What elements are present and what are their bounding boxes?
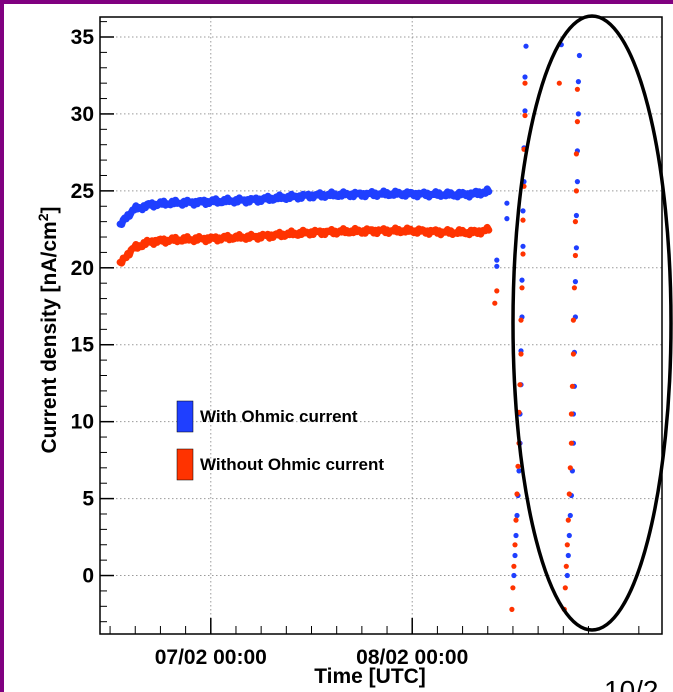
- data-point: [514, 491, 520, 497]
- data-point: [513, 532, 519, 539]
- data-point: [574, 179, 581, 185]
- highlight-ellipse: [511, 14, 673, 632]
- y-axis-title-base: Current density [nA/cm: [38, 221, 61, 453]
- data-point: [576, 52, 583, 59]
- data-point: [522, 108, 528, 114]
- data-point: [511, 572, 517, 579]
- data-point: [515, 463, 521, 469]
- data-series: [116, 42, 583, 613]
- y-tick-label: 5: [82, 488, 94, 511]
- data-point: [512, 542, 518, 548]
- legend-swatch-without-ohmic: [176, 448, 194, 481]
- page-number: 10/2: [604, 675, 659, 692]
- data-point: [520, 243, 526, 249]
- plot-area: [99, 16, 663, 635]
- data-point: [573, 212, 580, 219]
- y-axis: 0 5 10 15 20 25 30 35: [71, 21, 114, 623]
- data-point: [567, 465, 573, 471]
- y-axis-title: Current density [nA/cm2]: [35, 207, 61, 454]
- x-axis-title: Time [UTC]: [314, 665, 426, 688]
- data-point: [572, 219, 579, 225]
- legend-label-without-ohmic: Without Ohmic current: [200, 455, 384, 474]
- y-tick-label: 0: [82, 565, 94, 588]
- data-point: [519, 277, 525, 283]
- x-axis: 07/02 00:00 08/02 00:00: [109, 618, 640, 669]
- y-tick-label: 10: [71, 411, 94, 434]
- data-point: [494, 257, 500, 263]
- y-axis-title-superscript: 2: [35, 213, 51, 221]
- data-point: [574, 119, 581, 125]
- data-point: [573, 245, 580, 251]
- data-point: [522, 80, 528, 86]
- y-tick-label: 30: [71, 103, 94, 126]
- data-point: [519, 285, 525, 291]
- y-tick-label: 15: [71, 334, 95, 357]
- data-point: [562, 585, 568, 591]
- data-point: [570, 317, 577, 323]
- data-point: [565, 517, 571, 523]
- data-point: [494, 263, 500, 269]
- data-point: [523, 43, 529, 49]
- data-point: [574, 86, 581, 92]
- data-point: [492, 300, 498, 306]
- data-point: [575, 111, 582, 117]
- data-point: [568, 440, 575, 446]
- legend-label-with-ohmic: With Ohmic current: [200, 407, 358, 426]
- data-point: [572, 279, 579, 285]
- data-point: [511, 563, 517, 569]
- data-point: [569, 383, 576, 389]
- y-tick-label: 35: [71, 26, 95, 49]
- data-point: [494, 288, 500, 294]
- data-point: [516, 468, 522, 474]
- y-tick-label: 20: [71, 257, 94, 280]
- data-point: [565, 552, 571, 559]
- data-point: [563, 563, 569, 569]
- data-point: [572, 252, 579, 259]
- data-point: [517, 382, 523, 388]
- data-point: [573, 188, 580, 194]
- data-point: [518, 317, 524, 323]
- data-point: [520, 217, 526, 223]
- data-point: [570, 351, 577, 357]
- data-point: [567, 512, 573, 519]
- data-point: [568, 411, 575, 417]
- y-axis-title-close: ]: [38, 207, 61, 214]
- data-point: [512, 552, 518, 559]
- data-point: [520, 208, 526, 214]
- grid-lines: [100, 17, 662, 634]
- data-point: [510, 585, 516, 591]
- x-tick-label: 08/02 00:00: [356, 646, 468, 669]
- data-point: [566, 532, 572, 539]
- data-point: [522, 112, 528, 119]
- series-line: [116, 185, 493, 228]
- data-point: [522, 74, 528, 80]
- data-point: [564, 572, 570, 579]
- data-point: [504, 200, 510, 206]
- data-point: [564, 542, 570, 548]
- data-point: [504, 216, 510, 222]
- data-point: [571, 285, 578, 291]
- data-point: [518, 351, 524, 357]
- legend: With Ohmic current Without Ohmic current: [176, 400, 384, 481]
- x-tick-label: 07/02 00:00: [155, 646, 267, 669]
- data-point: [573, 151, 580, 157]
- data-point: [566, 491, 572, 497]
- legend-swatch-with-ohmic: [176, 400, 194, 433]
- data-point: [513, 517, 519, 523]
- data-point: [520, 251, 526, 257]
- series-without_ohmic: [116, 80, 581, 613]
- data-point: [575, 79, 582, 85]
- data-point: [509, 606, 515, 613]
- series-line: [116, 223, 493, 267]
- y-tick-label: 25: [71, 180, 95, 203]
- data-point: [514, 512, 520, 519]
- data-point: [556, 80, 562, 86]
